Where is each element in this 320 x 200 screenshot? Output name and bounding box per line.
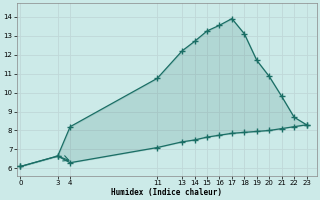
- X-axis label: Humidex (Indice chaleur): Humidex (Indice chaleur): [111, 188, 222, 197]
